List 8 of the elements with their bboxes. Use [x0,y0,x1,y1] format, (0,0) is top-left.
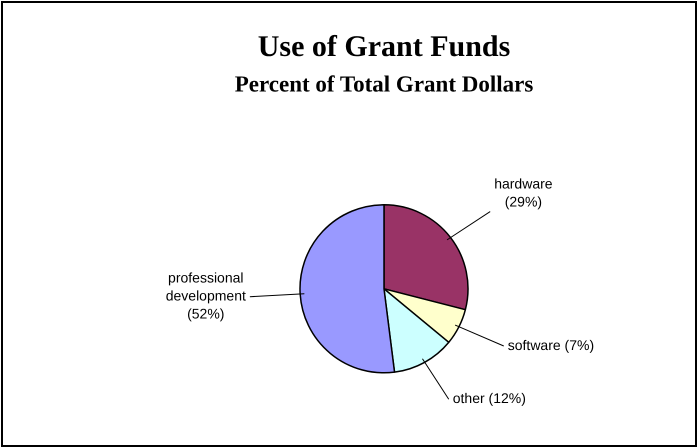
slice-label: software (7%) [508,336,594,353]
slice-label: hardware [494,175,553,192]
data-label: (29%) [504,193,542,210]
data-label: (52%) [187,306,224,322]
slice-label: other (12%) [452,390,526,406]
slice-label: professional development [166,270,246,304]
chart-subtitle: Percent of Total Grant Dollars [234,72,534,97]
chart-title: Use of Grant Funds [258,30,510,63]
